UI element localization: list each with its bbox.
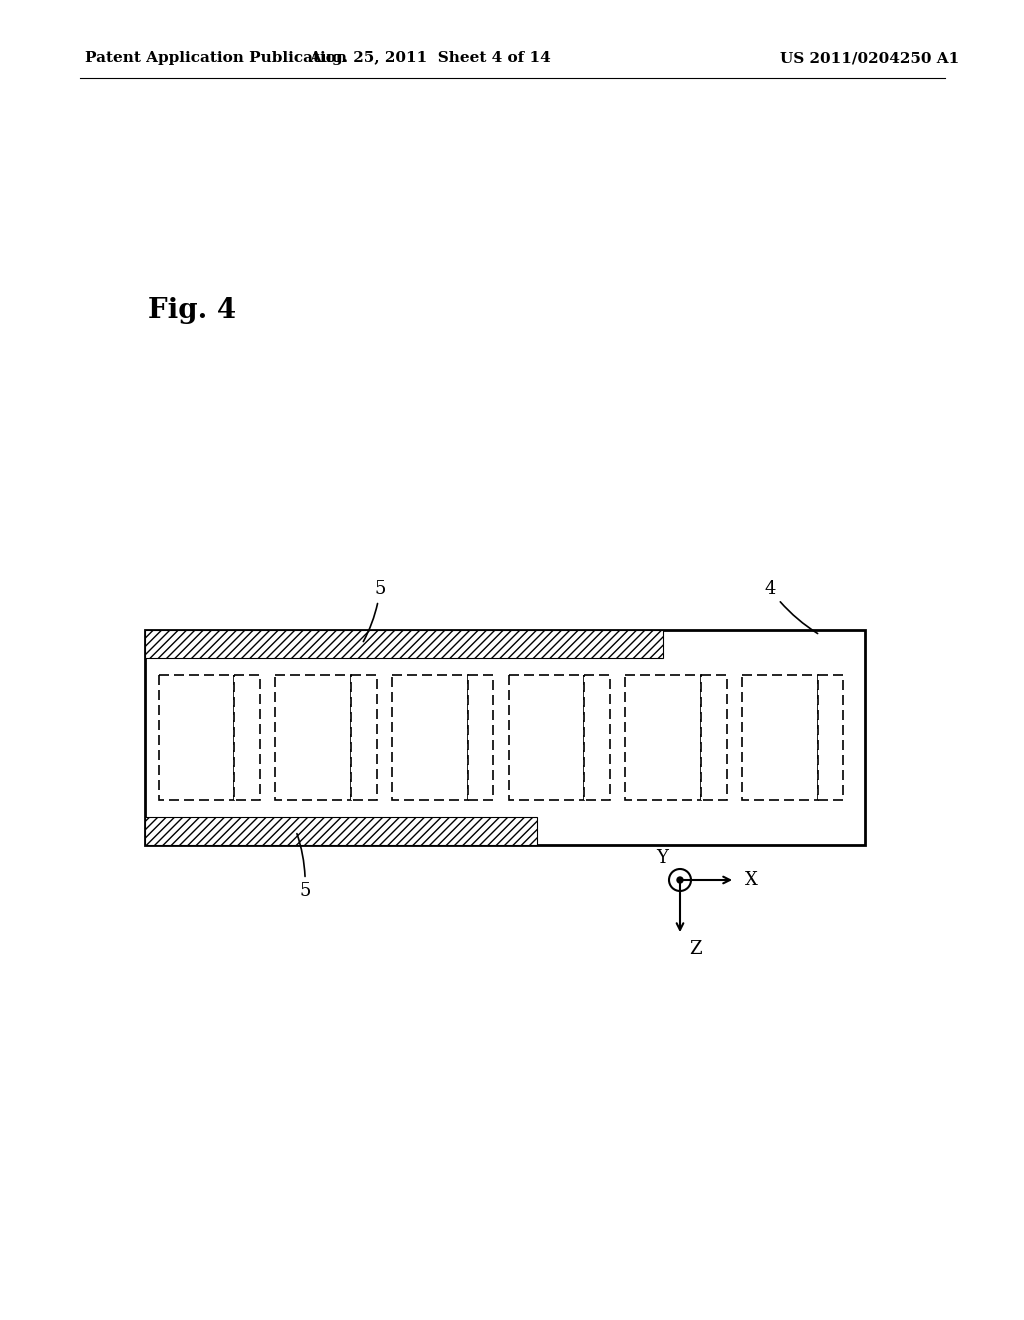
- Text: Y: Y: [656, 849, 668, 867]
- Text: Fig. 4: Fig. 4: [148, 297, 237, 323]
- Text: N: N: [181, 729, 197, 747]
- Bar: [509, 675, 585, 800]
- Bar: [392, 675, 468, 800]
- Text: 4: 4: [764, 579, 817, 634]
- Bar: [145, 630, 664, 657]
- Bar: [145, 630, 865, 845]
- Text: 3: 3: [594, 729, 603, 742]
- Bar: [159, 675, 234, 800]
- Text: N: N: [647, 729, 664, 747]
- Text: US 2011/0204250 A1: US 2011/0204250 A1: [780, 51, 959, 65]
- Bar: [145, 817, 538, 845]
- Text: Z: Z: [690, 940, 702, 958]
- Text: X: X: [744, 871, 758, 888]
- Text: 5: 5: [297, 834, 310, 900]
- Text: N: N: [764, 729, 780, 747]
- Bar: [701, 675, 727, 800]
- Text: Patent Application Publication: Patent Application Publication: [85, 51, 347, 65]
- Bar: [468, 675, 494, 800]
- Text: 3: 3: [477, 729, 486, 742]
- Text: 3: 3: [827, 729, 837, 742]
- Text: 3: 3: [711, 729, 720, 742]
- Bar: [275, 675, 351, 800]
- Text: N: N: [298, 729, 313, 747]
- Bar: [585, 675, 610, 800]
- Text: 3: 3: [244, 729, 253, 742]
- Text: N: N: [531, 729, 547, 747]
- Bar: [741, 675, 818, 800]
- Text: 5: 5: [364, 579, 386, 642]
- Circle shape: [677, 876, 683, 883]
- Text: N: N: [415, 729, 430, 747]
- Text: 3: 3: [360, 729, 370, 742]
- Text: Aug. 25, 2011  Sheet 4 of 14: Aug. 25, 2011 Sheet 4 of 14: [309, 51, 551, 65]
- Bar: [626, 675, 701, 800]
- Bar: [351, 675, 377, 800]
- Bar: [818, 675, 844, 800]
- Bar: [234, 675, 260, 800]
